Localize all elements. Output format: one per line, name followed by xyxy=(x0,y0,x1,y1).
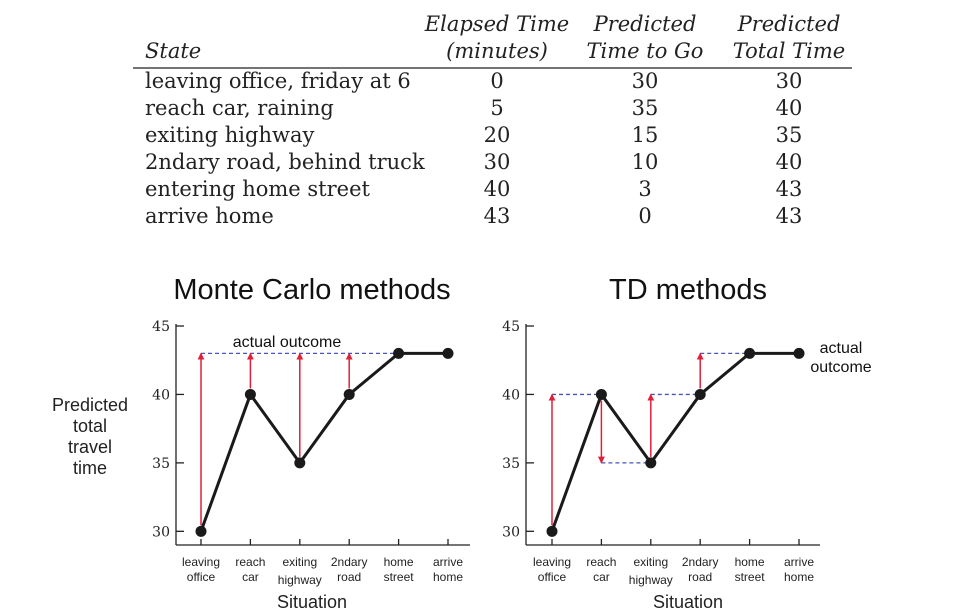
table-header-cell: Time to Go xyxy=(587,39,704,63)
y-tick-label: 45 xyxy=(152,319,170,335)
table-row: leaving office, friday at 6 0 30 30 xyxy=(145,69,802,93)
prediction-point xyxy=(744,347,756,359)
prediction-point xyxy=(195,525,207,537)
actual-outcome-label: outcome xyxy=(810,359,871,376)
table-value-cell: 30 xyxy=(632,69,659,93)
x-tick-label: home xyxy=(735,555,765,569)
x-tick-label: arrive xyxy=(433,555,463,569)
prediction-point xyxy=(595,388,607,400)
table-header-cell: Elapsed Time xyxy=(424,12,569,36)
table-state-cell: leaving office, friday at 6 xyxy=(145,69,411,93)
table-value-cell: 30 xyxy=(776,69,803,93)
x-tick-label: office xyxy=(187,570,216,584)
table-header-cell: Total Time xyxy=(733,39,845,63)
y-axis-label-line: Predicted xyxy=(52,395,128,415)
prediction-point xyxy=(546,525,558,537)
x-axis-label: Situation xyxy=(653,592,723,612)
table-value-cell: 0 xyxy=(638,204,651,228)
table-value-cell: 35 xyxy=(776,123,803,147)
prediction-point xyxy=(694,388,706,400)
x-tick-label: leaving xyxy=(533,555,571,569)
x-tick-label: home xyxy=(784,570,814,584)
x-tick-label: 2ndary xyxy=(682,555,719,569)
table-state-cell: 2ndary road, behind truck xyxy=(145,150,425,174)
x-tick-label: car xyxy=(593,570,610,584)
table-row: entering home street 40 3 43 xyxy=(145,177,802,201)
y-tick-label: 40 xyxy=(502,387,520,403)
y-axis-label-line: total xyxy=(73,416,107,436)
x-tick-label: street xyxy=(384,570,415,584)
y-tick-label: 45 xyxy=(502,319,520,335)
table-state-cell: arrive home xyxy=(145,204,274,228)
table-value-cell: 43 xyxy=(776,177,803,201)
table-state-cell: exiting highway xyxy=(145,123,314,147)
y-axis-label-line: travel xyxy=(68,437,112,457)
actual-outcome-label: actual xyxy=(820,340,863,357)
table-header-cell: Predicted xyxy=(737,12,841,36)
x-tick-label: home xyxy=(433,570,463,584)
y-tick-label: 35 xyxy=(502,456,520,472)
prediction-point xyxy=(343,388,355,400)
chart-title: TD methods xyxy=(609,274,767,306)
actual-outcome-label: actual outcome xyxy=(233,334,342,351)
table-header-cell: (minutes) xyxy=(446,39,548,63)
y-tick-label: 30 xyxy=(502,524,520,540)
x-tick-label: highway xyxy=(278,573,322,587)
table-header-cell: State xyxy=(145,39,201,63)
table-row: reach car, raining 5 35 40 xyxy=(145,96,802,120)
prediction-point xyxy=(244,388,256,400)
table-row: 2ndary road, behind truck 30 10 40 xyxy=(145,150,802,174)
x-tick-label: highway xyxy=(629,573,673,587)
table-value-cell: 20 xyxy=(484,123,511,147)
x-tick-label: road xyxy=(337,570,361,584)
table-header-cell: Predicted xyxy=(593,12,697,36)
x-tick-label: exiting xyxy=(633,555,668,569)
x-tick-label: exiting xyxy=(282,555,317,569)
table-value-cell: 40 xyxy=(776,150,803,174)
table-value-cell: 43 xyxy=(484,204,511,228)
y-axis-label-line: time xyxy=(73,458,107,478)
prediction-point xyxy=(442,347,454,359)
table-state-cell: entering home street xyxy=(145,177,371,201)
table-value-cell: 30 xyxy=(484,150,511,174)
table-value-cell: 3 xyxy=(638,177,651,201)
x-tick-label: home xyxy=(384,555,414,569)
table-row: arrive home 43 0 43 xyxy=(145,204,802,228)
monte-carlo-chart: Monte Carlo methods 30 35 40 45 leavingoffice… xyxy=(152,274,470,612)
table-value-cell: 35 xyxy=(632,96,659,120)
y-tick-label: 30 xyxy=(152,524,170,540)
table-value-cell: 15 xyxy=(632,123,659,147)
data-table: State Elapsed Time (minutes) Predicted Time … xyxy=(133,12,852,228)
x-tick-label: office xyxy=(538,570,567,584)
prediction-line xyxy=(199,351,448,532)
x-tick-label: road xyxy=(688,570,712,584)
y-tick-label: 35 xyxy=(152,456,170,472)
x-tick-label: car xyxy=(242,570,259,584)
x-tick-label: reach xyxy=(586,555,616,569)
x-tick-label: 2ndary xyxy=(331,555,368,569)
x-tick-label: reach xyxy=(235,555,265,569)
prediction-point xyxy=(793,347,805,359)
prediction-point xyxy=(393,347,405,359)
x-axis-label: Situation xyxy=(277,592,347,612)
prediction-line xyxy=(550,351,799,532)
table-value-cell: 40 xyxy=(484,177,511,201)
table-state-cell: reach car, raining xyxy=(145,96,334,120)
chart-title: Monte Carlo methods xyxy=(173,274,450,306)
prediction-point xyxy=(294,457,306,469)
x-tick-label: arrive xyxy=(784,555,814,569)
table-value-cell: 40 xyxy=(776,96,803,120)
y-tick-label: 40 xyxy=(152,387,170,403)
table-value-cell: 0 xyxy=(490,69,503,93)
x-tick-label: street xyxy=(735,570,766,584)
table-value-cell: 10 xyxy=(632,150,659,174)
table-value-cell: 5 xyxy=(490,96,503,120)
x-tick-label: leaving xyxy=(182,555,220,569)
table-value-cell: 43 xyxy=(776,204,803,228)
prediction-point xyxy=(645,457,657,469)
table-row: exiting highway 20 15 35 xyxy=(145,123,802,147)
